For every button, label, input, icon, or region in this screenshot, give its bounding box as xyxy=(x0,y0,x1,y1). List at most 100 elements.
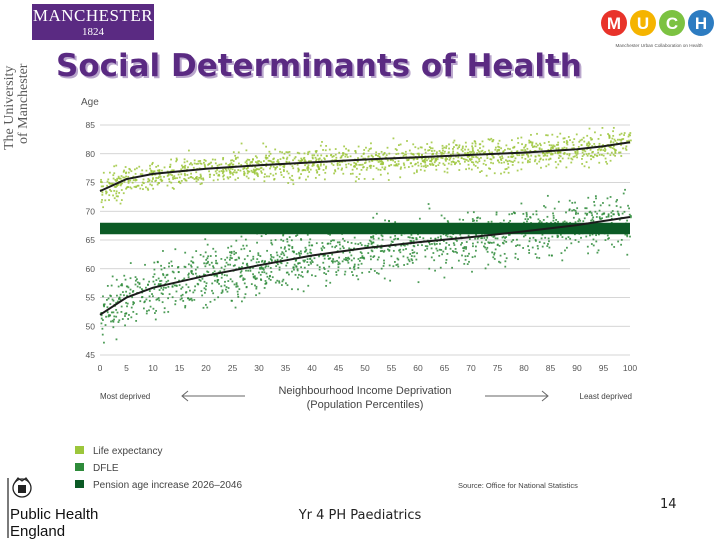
data-point xyxy=(229,172,232,175)
x-tick-40: 40 xyxy=(307,363,317,373)
data-point xyxy=(492,235,495,238)
data-point xyxy=(203,158,206,161)
data-point xyxy=(372,165,375,168)
data-point xyxy=(109,188,111,191)
data-point xyxy=(465,241,468,243)
data-point xyxy=(100,322,103,325)
data-point xyxy=(426,159,428,162)
data-point xyxy=(220,170,223,172)
data-point xyxy=(245,263,248,266)
much-letter-m: M xyxy=(607,14,621,33)
data-point xyxy=(362,157,365,160)
data-point xyxy=(467,148,470,151)
data-point xyxy=(286,262,289,264)
data-point xyxy=(169,173,172,176)
data-point xyxy=(546,194,549,197)
data-point xyxy=(120,283,123,285)
data-point xyxy=(334,153,337,156)
data-point xyxy=(512,211,515,214)
data-point xyxy=(511,212,513,215)
data-point xyxy=(229,263,232,266)
data-point xyxy=(574,152,577,155)
data-point xyxy=(167,310,170,313)
data-point xyxy=(464,158,467,161)
data-point xyxy=(132,303,135,306)
data-point xyxy=(153,283,156,286)
data-point xyxy=(141,169,144,172)
data-point xyxy=(261,267,264,270)
data-point xyxy=(269,258,272,260)
data-point xyxy=(509,148,511,150)
data-point xyxy=(493,258,496,260)
data-point xyxy=(113,315,116,318)
data-point xyxy=(620,144,622,146)
data-point xyxy=(276,259,279,262)
data-point xyxy=(458,160,460,163)
data-point xyxy=(280,171,282,174)
data-point xyxy=(313,257,316,260)
data-point xyxy=(349,155,352,158)
data-point xyxy=(430,147,432,150)
data-point xyxy=(624,147,627,150)
data-point xyxy=(407,166,410,168)
data-point xyxy=(276,166,278,168)
data-point xyxy=(535,145,538,148)
data-point xyxy=(308,244,311,247)
data-point xyxy=(120,311,123,313)
data-point xyxy=(471,142,474,145)
data-point xyxy=(472,211,475,214)
data-point xyxy=(559,151,562,154)
data-point xyxy=(192,291,195,294)
data-point xyxy=(151,161,154,164)
data-point xyxy=(285,282,287,285)
data-point xyxy=(559,155,562,158)
data-point xyxy=(224,280,226,283)
data-point xyxy=(435,243,438,245)
data-point xyxy=(108,314,110,317)
data-point xyxy=(261,271,264,274)
data-point xyxy=(158,299,161,302)
data-point xyxy=(304,169,307,172)
data-point xyxy=(309,238,312,241)
data-point xyxy=(535,239,537,242)
data-point xyxy=(574,239,577,241)
data-point xyxy=(614,139,617,142)
data-point xyxy=(538,221,541,224)
data-point xyxy=(288,154,291,157)
data-point xyxy=(399,143,402,146)
data-point xyxy=(523,221,525,224)
data-point xyxy=(371,250,374,253)
data-point xyxy=(190,264,192,267)
data-point xyxy=(262,142,265,145)
data-point xyxy=(257,168,259,171)
data-point xyxy=(415,237,418,239)
data-point xyxy=(377,161,380,163)
data-point xyxy=(248,158,251,161)
data-point xyxy=(246,167,249,169)
data-point xyxy=(189,298,191,301)
data-point xyxy=(565,147,568,150)
data-point xyxy=(218,282,220,285)
data-point xyxy=(439,235,442,238)
pension-band-rect xyxy=(100,222,630,235)
data-point xyxy=(531,141,534,144)
data-point xyxy=(364,244,367,247)
data-point xyxy=(318,157,321,160)
data-point xyxy=(448,155,450,158)
data-point xyxy=(514,252,517,255)
data-point xyxy=(338,262,341,265)
data-point xyxy=(184,266,187,268)
data-point xyxy=(205,303,207,306)
data-point xyxy=(276,160,279,163)
data-point xyxy=(286,284,289,287)
data-point xyxy=(144,263,146,266)
data-point xyxy=(130,187,133,190)
data-point xyxy=(109,294,112,297)
data-point xyxy=(170,181,173,184)
data-point xyxy=(581,158,583,160)
data-point xyxy=(392,249,395,252)
data-point xyxy=(138,283,141,285)
data-point xyxy=(417,281,420,284)
data-point xyxy=(180,164,183,167)
data-point xyxy=(357,263,360,266)
